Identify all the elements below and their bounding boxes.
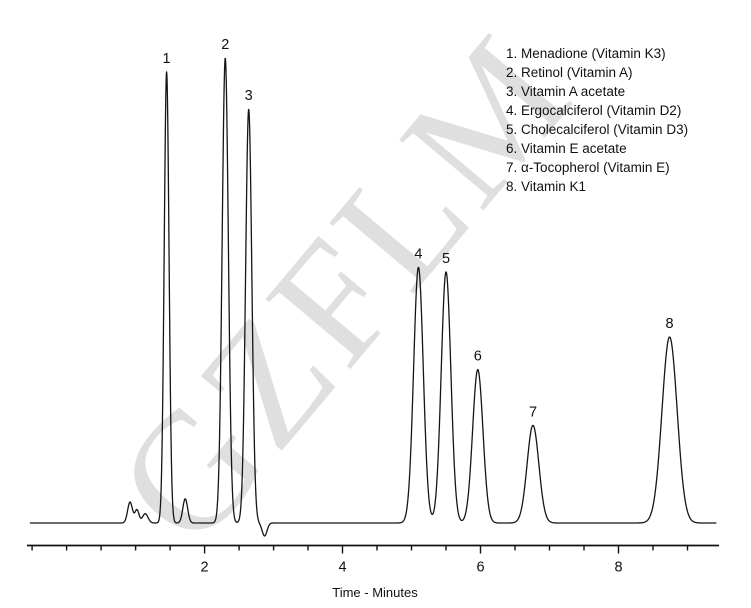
legend-item-8: 8. Vitamin K1 (506, 179, 587, 194)
legend-item-6: 6. Vitamin E acetate (506, 141, 627, 156)
x-tick-label-6: 6 (476, 560, 484, 576)
peak-number-label-3: 3 (245, 88, 253, 104)
peak-number-label-8: 8 (666, 316, 674, 332)
peak-legend: 1. Menadione (Vitamin K3) 2. Retinol (Vi… (506, 44, 688, 196)
x-tick-label-8: 8 (614, 560, 622, 576)
legend-item-2: 2. Retinol (Vitamin A) (506, 65, 633, 80)
signal-trace (29, 57, 717, 537)
peak-number-label-7: 7 (529, 404, 537, 420)
legend-item-7: 7. α-Tocopherol (Vitamin E) (506, 160, 670, 175)
peak-number-label-4: 4 (414, 246, 422, 262)
x-tick-label-2: 2 (201, 560, 209, 576)
legend-item-4: 4. Ergocalciferol (Vitamin D2) (506, 103, 682, 118)
peak-number-label-1: 1 (163, 51, 171, 67)
legend-item-1: 1. Menadione (Vitamin K3) (506, 46, 666, 61)
legend-item-5: 5. Cholecalciferol (Vitamin D3) (506, 122, 689, 137)
x-axis-title: Time - Minutes (332, 585, 418, 600)
peak-number-label-6: 6 (474, 349, 482, 365)
peak-number-label-2: 2 (221, 37, 229, 53)
x-tick-label-4: 4 (338, 560, 346, 576)
peak-number-label-5: 5 (442, 251, 450, 267)
legend-item-3: 3. Vitamin A acetate (506, 84, 626, 99)
